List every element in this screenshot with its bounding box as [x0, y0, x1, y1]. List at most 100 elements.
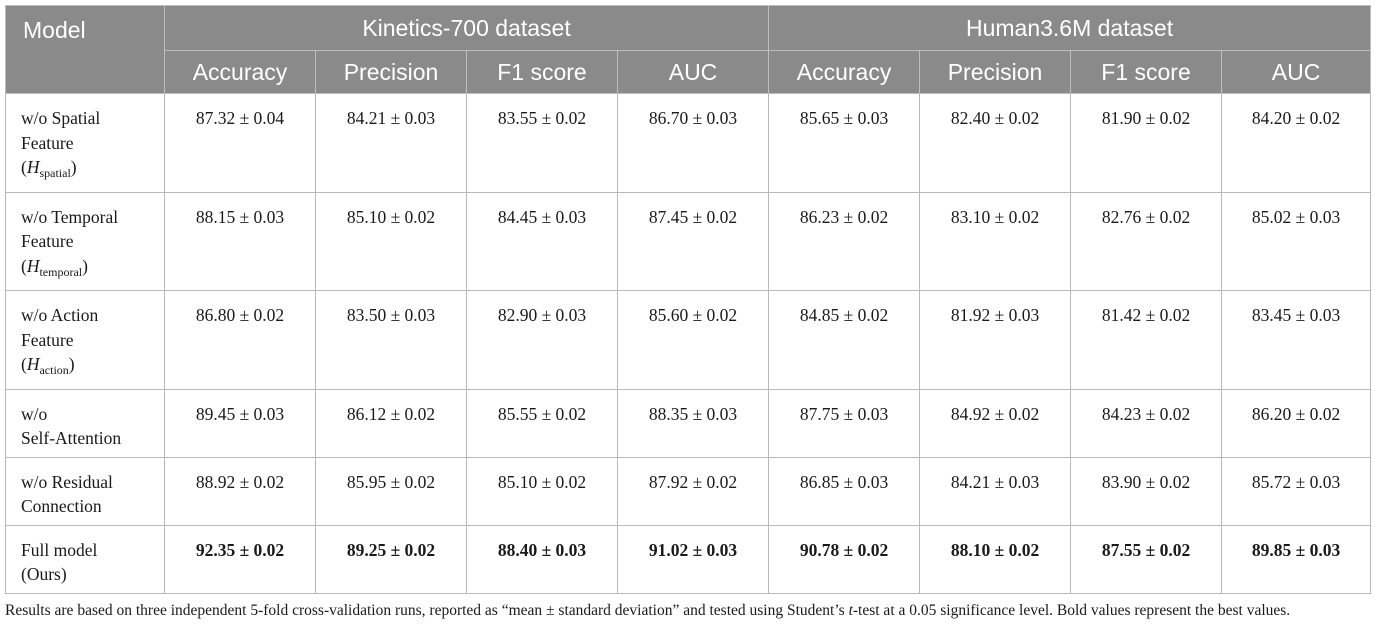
metric-header: AUC	[616, 50, 770, 94]
metric-value-cell: 87.55 ± 0.02	[1070, 524, 1223, 594]
metric-value-cell: 88.92 ± 0.02	[164, 456, 316, 526]
metric-value-cell: 82.76 ± 0.02	[1070, 191, 1223, 291]
metric-value-cell: 85.60 ± 0.02	[616, 290, 770, 390]
metric-value-cell: 83.90 ± 0.02	[1070, 456, 1223, 526]
model-symbol: (Haction)	[21, 354, 75, 377]
metric-header: Precision	[315, 50, 467, 94]
model-symbol: (Hspatial)	[21, 157, 77, 180]
metric-value-cell: 92.35 ± 0.02	[164, 524, 316, 594]
model-name-cell: w/o Temporal Feature (Htemporal)	[5, 191, 165, 291]
metric-value-cell: 89.85 ± 0.03	[1221, 524, 1372, 594]
symbol-letter: H	[26, 157, 40, 177]
model-name-line: Connection	[21, 496, 102, 516]
model-name-line: Full model	[21, 539, 98, 560]
metric-value-cell: 86.70 ± 0.03	[616, 93, 770, 193]
table-row: w/o Residual Connection 88.92 ± 0.02 85.95 …	[5, 456, 1372, 526]
metric-value-cell: 85.55 ± 0.02	[466, 388, 618, 458]
table-row: w/o Action Feature (Haction) 86.80 ± 0.02 83…	[5, 290, 1372, 390]
model-name-cell: w/o Residual Connection	[5, 456, 165, 526]
footnote-text: Results are based on three independent 5…	[5, 601, 849, 619]
group-header-kinetics: Kinetics-700 dataset	[163, 5, 770, 51]
symbol-subscript: action	[39, 363, 69, 377]
metric-value-cell: 89.45 ± 0.03	[164, 388, 316, 458]
metric-value-cell: 84.20 ± 0.02	[1221, 93, 1372, 193]
footnote-text-end: -test at a 0.05 significance level. Bold…	[852, 601, 1291, 619]
model-name-line: Feature	[21, 329, 74, 350]
model-name-line: w/o Spatial	[21, 108, 101, 128]
metric-value-cell: 87.32 ± 0.04	[164, 93, 316, 193]
metric-value-cell: 84.85 ± 0.02	[768, 290, 921, 390]
table-row: w/o Spatial Feature (Hspatial) 87.32 ± 0.04…	[5, 93, 1372, 193]
group-header-human36m: Human3.6M dataset	[768, 5, 1372, 51]
results-table-container: Model Kinetics-700 dataset Human3.6M dat…	[5, 5, 1372, 622]
model-name-line: w/o Action	[21, 305, 99, 325]
metric-value-cell: 83.50 ± 0.03	[315, 290, 467, 390]
metric-value-cell: 85.65 ± 0.03	[768, 93, 921, 193]
metric-value-cell: 82.90 ± 0.03	[466, 290, 618, 390]
model-name-line: w/o Temporal	[21, 206, 119, 227]
metric-value-cell: 86.12 ± 0.02	[315, 388, 467, 458]
model-name-line: Feature	[21, 231, 74, 251]
metric-value-cell: 86.23 ± 0.02	[768, 191, 921, 291]
metric-value-cell: 88.10 ± 0.02	[919, 524, 1072, 594]
metric-value-cell: 82.40 ± 0.02	[919, 93, 1072, 193]
metric-value-cell: 88.40 ± 0.03	[466, 524, 618, 594]
metric-value-cell: 87.45 ± 0.02	[616, 191, 770, 291]
model-column-header: Model	[5, 5, 165, 94]
metric-header: F1 score	[466, 50, 618, 94]
metric-header: F1 score	[1070, 50, 1223, 94]
metric-value-cell: 88.15 ± 0.03	[164, 191, 316, 291]
metric-value-cell: 81.90 ± 0.02	[1070, 93, 1223, 193]
model-name-line: Feature	[21, 132, 74, 153]
table-row: Full model (Ours) 92.35 ± 0.02 89.25 ± 0.02…	[5, 524, 1372, 594]
model-name-line: Self-Attention	[21, 428, 122, 448]
metric-value-cell: 87.92 ± 0.02	[616, 456, 770, 526]
metric-value-cell: 85.10 ± 0.02	[466, 456, 618, 526]
metric-value-cell: 83.55 ± 0.02	[466, 93, 618, 193]
metric-header: Accuracy	[768, 50, 921, 94]
table-header: Model Kinetics-700 dataset Human3.6M dat…	[5, 5, 1372, 94]
table-footnote: Results are based on three independent 5…	[5, 599, 1370, 622]
metric-value-cell: 83.10 ± 0.02	[919, 191, 1072, 291]
metric-value-cell: 81.42 ± 0.02	[1070, 290, 1223, 390]
metric-value-cell: 84.45 ± 0.03	[466, 191, 618, 291]
table-body: w/o Spatial Feature (Hspatial) 87.32 ± 0.04…	[5, 93, 1372, 594]
model-name-line: w/o	[21, 403, 48, 424]
model-name-line: w/o Residual	[21, 471, 113, 492]
metric-value-cell: 83.45 ± 0.03	[1221, 290, 1372, 390]
model-symbol: (Htemporal)	[21, 255, 88, 279]
metric-value-cell: 81.92 ± 0.03	[919, 290, 1072, 390]
model-name-line: (Ours)	[21, 564, 67, 584]
metric-value-cell: 85.02 ± 0.03	[1221, 191, 1372, 291]
symbol-subscript: spatial	[39, 166, 71, 180]
table-row: w/o Self-Attention 89.45 ± 0.03 86.12 ± 0.0…	[5, 388, 1372, 458]
model-name-cell: w/o Action Feature (Haction)	[5, 290, 165, 390]
metric-value-cell: 88.35 ± 0.03	[616, 388, 770, 458]
metric-value-cell: 86.80 ± 0.02	[164, 290, 316, 390]
symbol-subscript: temporal	[39, 264, 83, 279]
metric-value-cell: 86.85 ± 0.03	[768, 456, 921, 526]
symbol-letter: H	[26, 255, 40, 276]
metric-value-cell: 87.75 ± 0.03	[768, 388, 921, 458]
metric-header: AUC	[1221, 50, 1372, 94]
metric-value-cell: 91.02 ± 0.03	[616, 524, 770, 594]
metric-value-cell: 85.10 ± 0.02	[315, 191, 467, 291]
metric-value-cell: 84.23 ± 0.02	[1070, 388, 1223, 458]
symbol-letter: H	[26, 354, 40, 374]
metric-value-cell: 84.21 ± 0.03	[315, 93, 467, 193]
metric-value-cell: 85.72 ± 0.03	[1221, 456, 1372, 526]
metric-header: Accuracy	[164, 50, 316, 94]
metric-value-cell: 85.95 ± 0.02	[315, 456, 467, 526]
metric-header: Precision	[919, 50, 1072, 94]
metric-value-cell: 84.92 ± 0.02	[919, 388, 1072, 458]
metric-value-cell: 90.78 ± 0.02	[768, 524, 921, 594]
metric-value-cell: 84.21 ± 0.03	[919, 456, 1072, 526]
ablation-results-table: Model Kinetics-700 dataset Human3.6M dat…	[5, 5, 1372, 594]
table-row: w/o Temporal Feature (Htemporal) 88.15 ± 0.…	[5, 191, 1372, 291]
metric-value-cell: 86.20 ± 0.02	[1221, 388, 1372, 458]
footnote-italic-t: t	[848, 601, 853, 619]
metric-value-cell: 89.25 ± 0.02	[315, 524, 467, 594]
model-name-cell: w/o Self-Attention	[5, 388, 165, 458]
model-name-cell: Full model (Ours)	[5, 524, 165, 594]
model-name-cell: w/o Spatial Feature (Hspatial)	[5, 93, 165, 193]
